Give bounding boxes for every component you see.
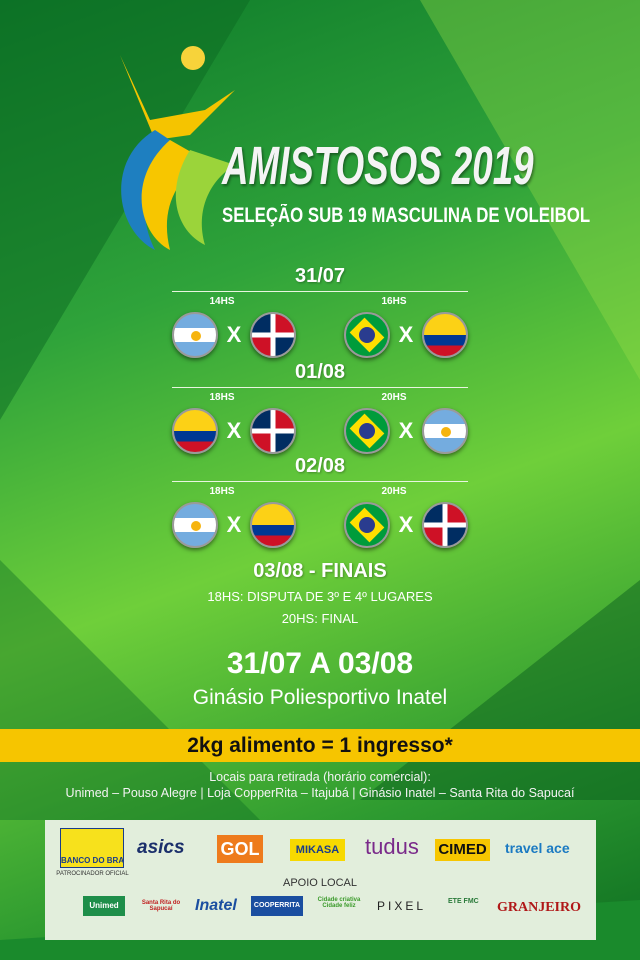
cidade-criativa-logo: Cidade criativa Cidade feliz	[317, 897, 361, 909]
divider	[172, 387, 468, 388]
versus-label: X	[398, 418, 414, 443]
sponsors-panel: BANCO DO BRASIL PATROCINADOR OFICIAL asi…	[45, 820, 596, 940]
travel-ace-logo: travel ace	[505, 840, 570, 856]
flag-icon	[422, 312, 468, 358]
match-time: 14HS	[209, 296, 235, 307]
flag-icon	[344, 502, 390, 548]
flag-icon	[344, 408, 390, 454]
gol-logo: GOL	[217, 835, 263, 863]
flag-icon	[172, 408, 218, 454]
flag-icon	[422, 408, 468, 454]
tudus-logo: tudus	[365, 834, 419, 859]
event-subtitle: SELEÇÃO SUB 19 MASCULINA DE VOLEIBOL	[222, 204, 591, 227]
finals-line-1: 18HS: DISPUTA DE 3º E 4º LUGARES	[207, 589, 433, 604]
match-time: 18HS	[209, 486, 235, 497]
cooperrita-logo: COOPERRITA	[251, 896, 303, 916]
granjeiro-logo: GRANJEIRO	[497, 900, 582, 915]
main-sponsor-caption: PATROCINADOR OFICIAL	[56, 871, 129, 877]
pickup-places: Unimed – Pouso Alegre | Loja CopperRita …	[65, 786, 575, 800]
event-venue: Ginásio Poliesportivo Inatel	[192, 686, 448, 709]
versus-label: X	[226, 418, 242, 443]
match-time: 20HS	[381, 486, 407, 497]
divider	[172, 481, 468, 482]
finals-line-2: 20HS: FINAL	[281, 611, 359, 626]
local-support-label: APOIO LOCAL	[283, 877, 357, 889]
flag-icon	[250, 408, 296, 454]
versus-label: X	[398, 512, 414, 537]
asics-logo: asics	[137, 837, 185, 858]
ete-fmc-logo: ETE FMC	[448, 898, 479, 905]
match-day-date: 02/08	[294, 455, 346, 477]
pickup-label: Locais para retirada (horário comercial)…	[209, 770, 431, 784]
flag-icon	[422, 502, 468, 548]
match-day-date: 01/08	[294, 361, 346, 383]
cimed-logo: CIMED	[435, 839, 490, 861]
flag-icon	[250, 312, 296, 358]
finals-title: 03/08 - FINAIS	[253, 560, 387, 582]
match-time: 18HS	[209, 392, 235, 403]
santa-rita-logo: Santa Rita do Sapucaí	[141, 900, 181, 912]
versus-label: X	[226, 512, 242, 537]
volleyball-player-logo	[120, 46, 235, 250]
flag-icon	[172, 312, 218, 358]
versus-label: X	[398, 322, 414, 347]
versus-label: X	[226, 322, 242, 347]
pixel-logo: PIXEL	[377, 899, 427, 913]
match-time: 20HS	[381, 392, 407, 403]
inatel-logo: Inatel	[195, 897, 237, 914]
match-time: 16HS	[381, 296, 407, 307]
event-dates: 31/07 A 03/08	[226, 647, 414, 680]
flag-icon	[344, 312, 390, 358]
flag-icon	[172, 502, 218, 548]
match-day-date: 31/07	[294, 265, 346, 287]
ticket-banner: 2kg alimento = 1 ingresso*	[0, 729, 640, 762]
event-title: AMISTOSOS 2019	[222, 136, 534, 196]
mikasa-logo: MIKASA	[290, 839, 345, 861]
flag-icon	[250, 502, 296, 548]
banco-do-brasil-logo: BANCO DO BRASIL	[60, 828, 124, 868]
unimed-logo: Unimed	[83, 896, 125, 916]
divider	[172, 291, 468, 292]
